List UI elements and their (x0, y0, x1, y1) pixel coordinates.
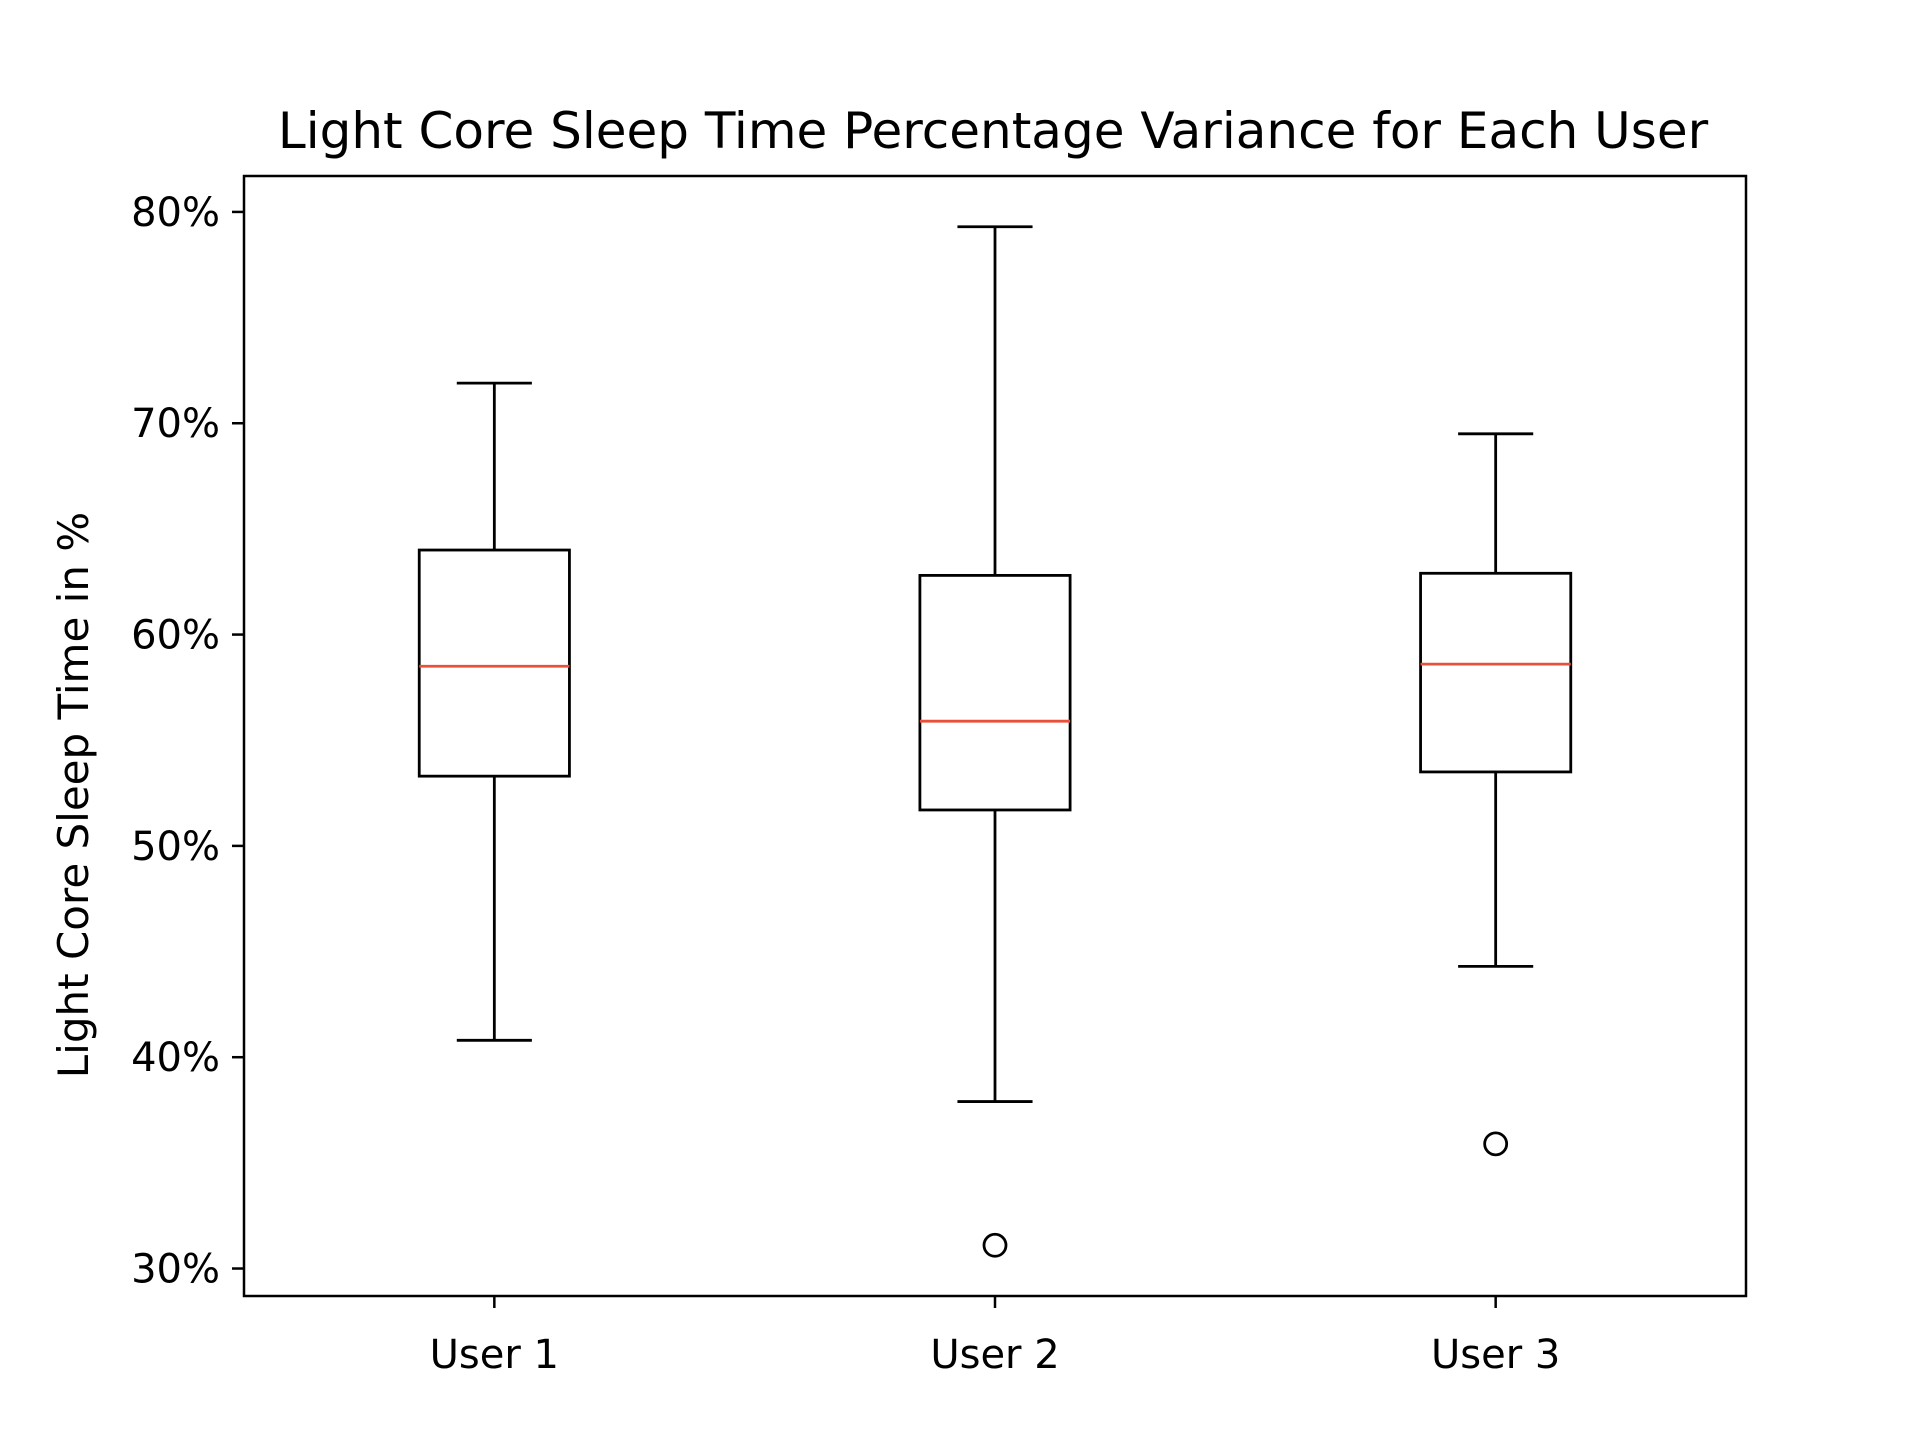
x-tick-label: User 1 (430, 1332, 559, 1378)
interquartile-box (1419, 571, 1573, 774)
y-tick-label: 80% (131, 190, 220, 236)
chart-title: Light Core Sleep Time Percentage Varianc… (278, 102, 1709, 160)
y-axis: 30% 40% 50% 60% 70% 80% (131, 190, 244, 1293)
y-axis-label: Light Core Sleep Time in % (49, 512, 98, 1078)
box-group (918, 225, 1072, 1258)
box-series (417, 225, 1573, 1258)
y-tick-label: 30% (131, 1247, 220, 1293)
y-tick-label: 50% (131, 824, 220, 870)
x-tick-label: User 2 (930, 1332, 1059, 1378)
y-tick-label: 40% (131, 1035, 220, 1081)
outlier-point (982, 1232, 1008, 1258)
box-group (417, 381, 571, 1042)
interquartile-box (918, 573, 1072, 812)
x-tick-label: User 3 (1431, 1332, 1560, 1378)
box-group (1419, 432, 1573, 1157)
y-tick-label: 70% (131, 401, 220, 447)
y-tick-label: 60% (131, 613, 220, 659)
interquartile-box (417, 548, 571, 778)
x-axis: User 1 User 2 User 3 (430, 1296, 1560, 1378)
outlier-point (1483, 1131, 1509, 1157)
